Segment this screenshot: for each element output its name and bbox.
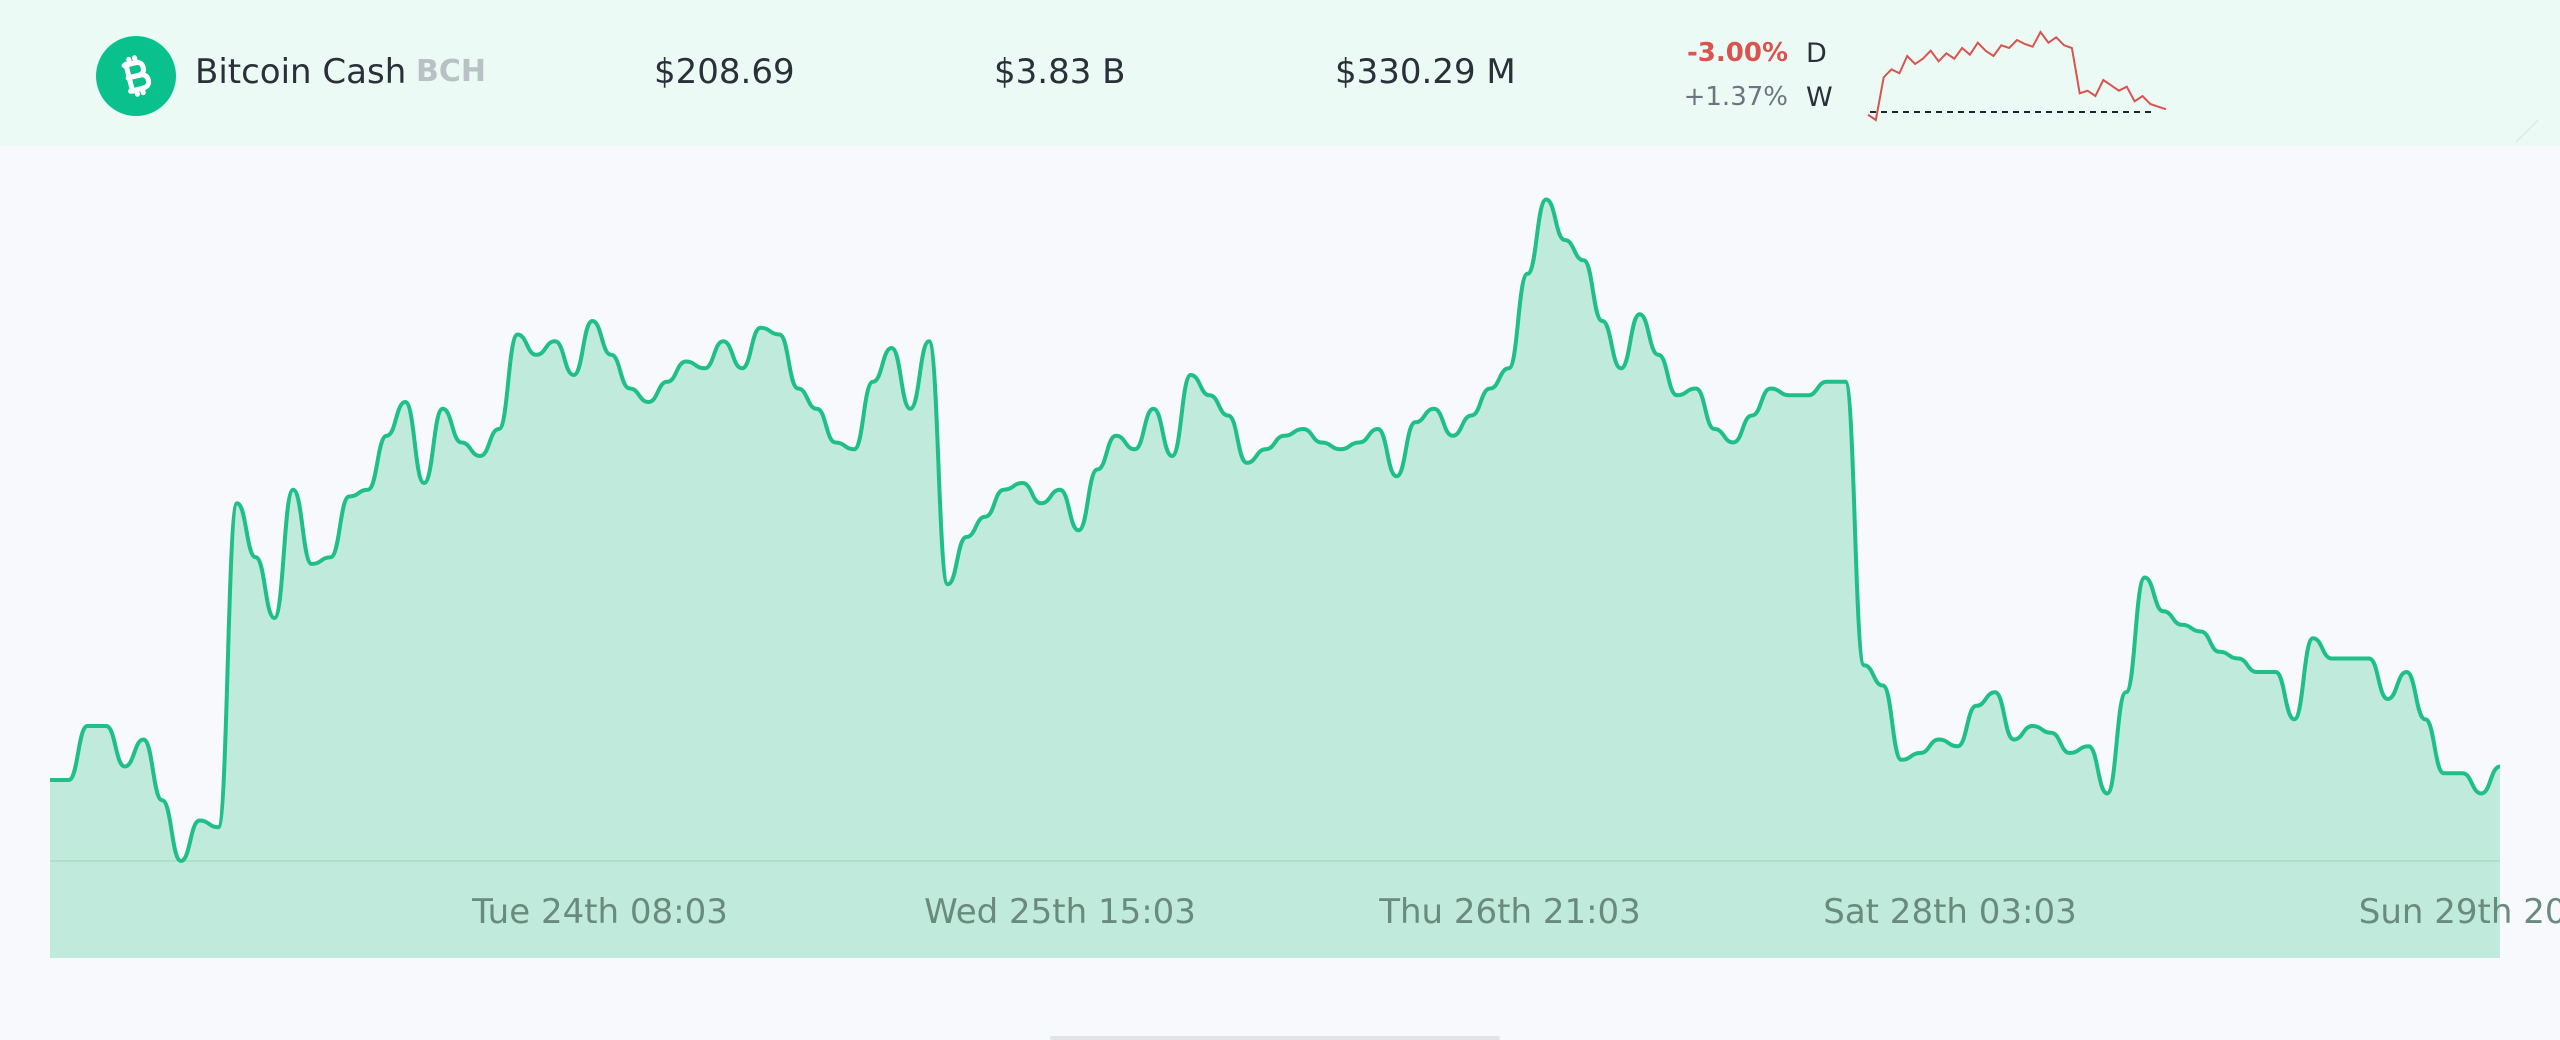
- coin-header-row[interactable]: Bitcoin Cash BCH $208.69 $3.83 B $330.29…: [0, 0, 2560, 146]
- daily-label: D: [1806, 38, 1827, 69]
- price-area-fill: [50, 199, 2500, 958]
- x-tick-label: Sun 29th 20:03: [2359, 892, 2560, 932]
- coin-name: Bitcoin Cash: [195, 52, 407, 92]
- scroll-indicator[interactable]: [1050, 1036, 1500, 1040]
- coin-symbol: BCH: [416, 54, 486, 89]
- bitcoin-cash-logo-icon: [96, 36, 176, 116]
- coin-price: $208.69: [654, 52, 795, 92]
- corner-decoration-icon: [2515, 119, 2539, 143]
- weekly-change: +1.37%: [1683, 82, 1788, 112]
- trading-volume: $330.29 M: [1335, 52, 1516, 92]
- daily-change: -3.00%: [1687, 38, 1788, 68]
- sparkline-path: [1867, 30, 2167, 122]
- weekly-sparkline: [1867, 30, 2167, 122]
- weekly-label: W: [1806, 82, 1833, 113]
- price-line[interactable]: [50, 197, 2501, 863]
- x-tick-label: Wed 25th 15:03: [924, 892, 1196, 932]
- x-tick-label: Thu 26th 21:03: [1378, 892, 1641, 932]
- price-chart[interactable]: Tue 24th 08:03 Wed 25th 15:03 Thu 26th 21:…: [0, 146, 2560, 1040]
- market-cap: $3.83 B: [994, 52, 1126, 92]
- x-tick-label: Sat 28th 03:03: [1823, 892, 2077, 932]
- x-tick-label: Tue 24th 08:03: [471, 892, 728, 932]
